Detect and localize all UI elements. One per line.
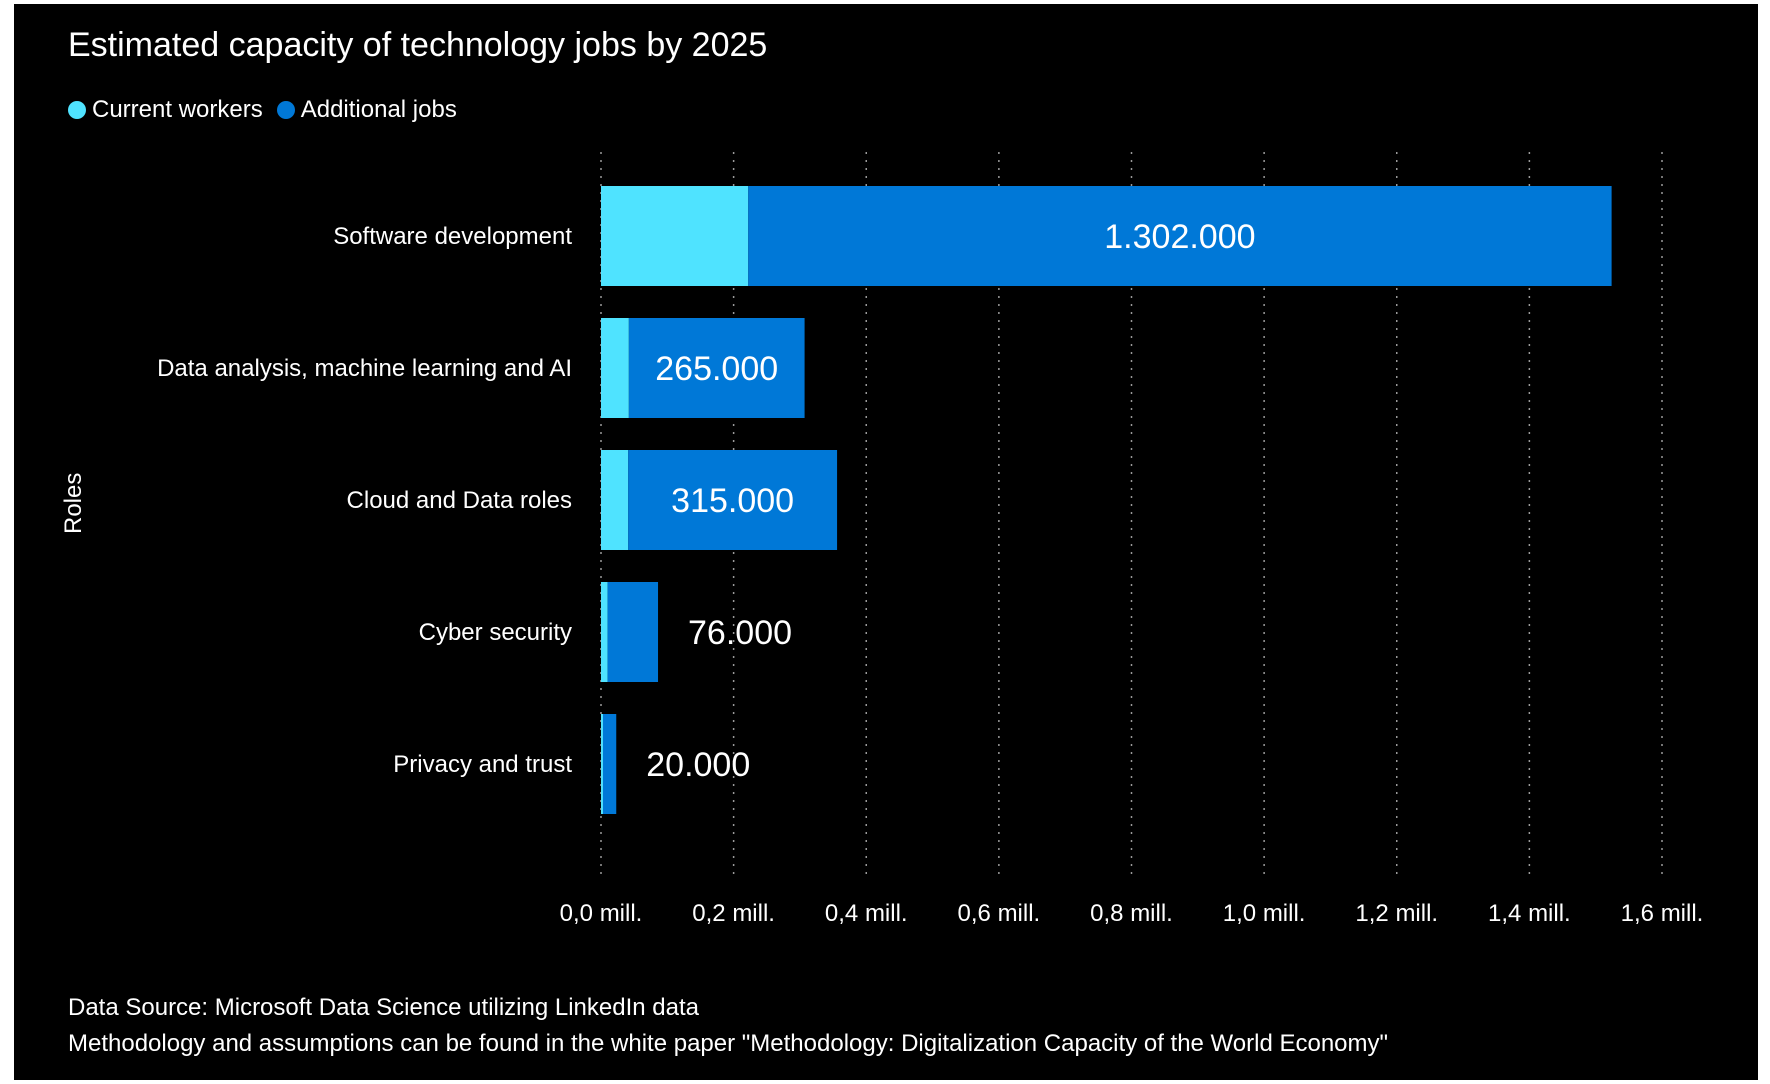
- x-tick-label: 1,6 mill.: [1621, 900, 1704, 927]
- legend-label-current-workers: Current workers: [92, 96, 263, 123]
- legend-item-additional-jobs[interactable]: Additional jobs: [276, 96, 457, 124]
- x-tick-label: 0,8 mill.: [1090, 900, 1173, 927]
- bar-additional-jobs: [628, 318, 805, 418]
- category-label: Cloud and Data roles: [347, 487, 572, 514]
- data-label: 315.000: [671, 482, 794, 520]
- data-source-text: Data Source: Microsoft Data Science util…: [68, 994, 699, 1021]
- legend-item-current-workers[interactable]: Current workers: [68, 96, 263, 124]
- methodology-note: Methodology and assumptions can be found…: [68, 1030, 1389, 1057]
- bar-additional-jobs: [748, 186, 1612, 286]
- legend-swatch-current-workers: [68, 101, 86, 119]
- data-label: 20.000: [646, 746, 750, 784]
- bar-current-workers: [601, 582, 608, 682]
- x-tick-label: 0,0 mill.: [560, 900, 643, 927]
- data-label: 76.000: [688, 614, 792, 652]
- legend: Current workers Additional jobs: [68, 96, 471, 124]
- bar-current-workers: [601, 318, 629, 418]
- chart-panel: Estimated capacity of technology jobs by…: [14, 4, 1758, 1080]
- x-tick-label: 1,0 mill.: [1223, 900, 1306, 927]
- x-tick-label: 0,4 mill.: [825, 900, 908, 927]
- bar-current-workers: [601, 714, 603, 814]
- data-label: 265.000: [655, 350, 778, 388]
- data-label: 1.302.000: [1104, 218, 1255, 256]
- x-tick-label: 0,2 mill.: [692, 900, 775, 927]
- bar-chart-plot: 0,0 mill. 0,2 mill. 0,4 mill. 0,6 mill. 0,8 …: [157, 152, 1704, 927]
- bar-additional-jobs: [602, 714, 617, 814]
- bar-current-workers: [601, 186, 749, 286]
- x-tick-label: 1,2 mill.: [1355, 900, 1438, 927]
- category-label: Cyber security: [419, 619, 572, 646]
- category-label: Software development: [333, 223, 572, 250]
- x-tick-label: 0,6 mill.: [958, 900, 1041, 927]
- category-label: Privacy and trust: [393, 751, 572, 778]
- legend-swatch-additional-jobs: [276, 101, 295, 119]
- category-label: Data analysis, machine learning and AI: [157, 355, 572, 382]
- bar-additional-jobs: [607, 582, 659, 682]
- bar-additional-jobs: [628, 450, 838, 550]
- legend-label-additional-jobs: Additional jobs: [300, 96, 457, 123]
- bar-current-workers: [601, 450, 629, 550]
- x-tick-label: 1,4 mill.: [1488, 900, 1571, 927]
- chart-title: Estimated capacity of technology jobs by…: [68, 26, 768, 64]
